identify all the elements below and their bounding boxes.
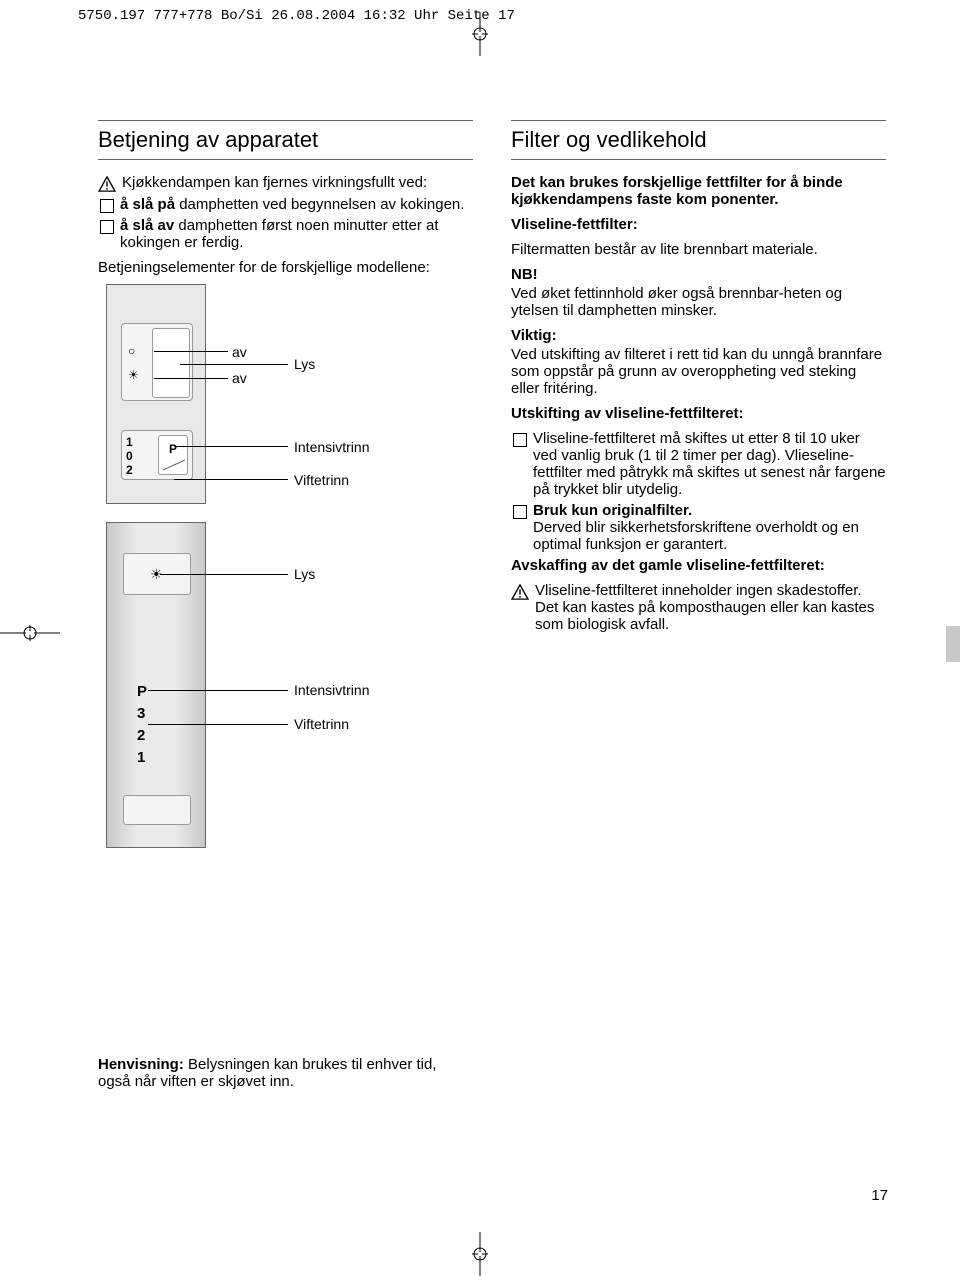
r-p3: Ved øket fettinnhold øker også brennbar-… (511, 285, 886, 319)
r-b1-text: Vliseline-fettfilteret må skiftes ut ett… (533, 430, 886, 498)
vifte-label-1: Viftetrinn (294, 472, 349, 488)
light-slider[interactable] (152, 328, 190, 398)
light-icon: ☀ (128, 368, 139, 382)
bullet-1: å slå på damphetten ved begynnelsen av k… (98, 196, 473, 213)
p-label: P (169, 442, 177, 456)
r-p2: Filtermatten består av lite brennbart ma… (511, 241, 886, 258)
bullet-icon (100, 199, 114, 213)
warning-icon (98, 176, 116, 192)
av-label-2: av (232, 370, 247, 386)
leader (154, 378, 228, 379)
num-3: 3 (137, 703, 147, 725)
fan-scale: 1 0 2 (126, 435, 133, 477)
leader (174, 479, 288, 480)
av-label-1: av (232, 344, 247, 360)
bullet-2: å slå av damphetten først noen minutter … (98, 217, 473, 251)
intensiv-label-2: Intensivtrinn (294, 682, 369, 698)
b1-lead: å slå på (120, 196, 175, 213)
control-panel-1: ○ ☀ 1 0 2 P (106, 284, 206, 504)
num-1b: 1 (137, 747, 147, 769)
leader (180, 364, 288, 365)
num-2b: 2 (137, 725, 147, 747)
left-column: Betjening av apparatet Kjøkkendampen kan… (98, 120, 473, 848)
p-button[interactable]: P (158, 435, 188, 475)
r-bullet-2: Bruk kun originalfilter.Derved blir sikk… (511, 502, 886, 553)
right-column: Filter og vedlikehold Det kan brukes for… (511, 120, 886, 848)
warning-icon (511, 584, 529, 600)
r-p1: Det kan brukes forskjellige fettfilter f… (511, 174, 886, 208)
circle-icon: ○ (128, 344, 135, 358)
bullet-icon (513, 433, 527, 447)
vifte-label-2: Viftetrinn (294, 716, 349, 732)
r-h1: Vliseline-fettfilter: (511, 216, 886, 233)
r-b2-text: Bruk kun originalfilter.Derved blir sikk… (533, 502, 886, 553)
r-p5: Vliseline-fettfilteret inneholder ingen … (535, 582, 886, 633)
control-panel-2: ☀ P 3 2 1 (106, 522, 206, 848)
bullet-icon (513, 505, 527, 519)
diag-icon (161, 458, 187, 472)
left-title: Betjening av apparatet (98, 120, 473, 160)
leader (154, 351, 228, 352)
num-1: 1 (126, 435, 133, 449)
intro-text: Kjøkkendampen kan fjernes virkningsfullt… (122, 174, 427, 191)
right-title: Filter og vedlikehold (511, 120, 886, 160)
light-switch-frame: ○ ☀ (121, 323, 193, 401)
r-h5: Avskaffing av det gamle vliseline-fettfi… (511, 557, 886, 574)
leader (160, 574, 288, 575)
lys-label-2: Lys (294, 566, 315, 582)
lys-label-1: Lys (294, 356, 315, 372)
content: Betjening av apparatet Kjøkkendampen kan… (98, 120, 888, 848)
leader (148, 724, 288, 725)
r-bullet-1: Vliseline-fettfilteret må skiftes ut ett… (511, 430, 886, 498)
r-warn-para: Vliseline-fettfilteret inneholder ingen … (511, 582, 886, 633)
r-b2-rest: Derved blir sikkerhetsforskriftene overh… (533, 519, 859, 553)
r-b2-bold: Bruk kun originalfilter. (533, 502, 692, 519)
footer-lead: Henvisning: (98, 1056, 184, 1073)
leader (174, 446, 288, 447)
fan-switch-frame: 1 0 2 P (121, 430, 193, 480)
intensiv-label-1: Intensivtrinn (294, 439, 369, 455)
sub-heading: Betjeningselementer for de forskjellige … (98, 259, 473, 276)
b2-lead: å slå av (120, 217, 174, 234)
p-label-2: P (137, 681, 147, 703)
slider-2[interactable] (123, 795, 191, 825)
fan-scale-2: P 3 2 1 (137, 681, 147, 769)
r-h3: Viktig: (511, 327, 886, 344)
intro: Kjøkkendampen kan fjernes virkningsfullt… (98, 174, 473, 192)
r-h4: Utskifting av vliseline-fettfilteret: (511, 405, 886, 422)
r-p4: Ved utskifting av filteret i rett tid ka… (511, 346, 886, 397)
num-0: 0 (126, 449, 133, 463)
edge-tab (946, 626, 960, 662)
print-header: 5750.197 777+778 Bo/Si 26.08.2004 16:32 … (0, 0, 960, 24)
num-2: 2 (126, 463, 133, 477)
page-number: 17 (871, 1187, 888, 1204)
r-h2: NB! (511, 266, 886, 283)
panels: ○ ☀ 1 0 2 P av (98, 284, 473, 848)
bullet-icon (100, 220, 114, 234)
footer-note: Henvisning: Belysningen kan brukes til e… (98, 1056, 458, 1090)
leader (148, 690, 288, 691)
